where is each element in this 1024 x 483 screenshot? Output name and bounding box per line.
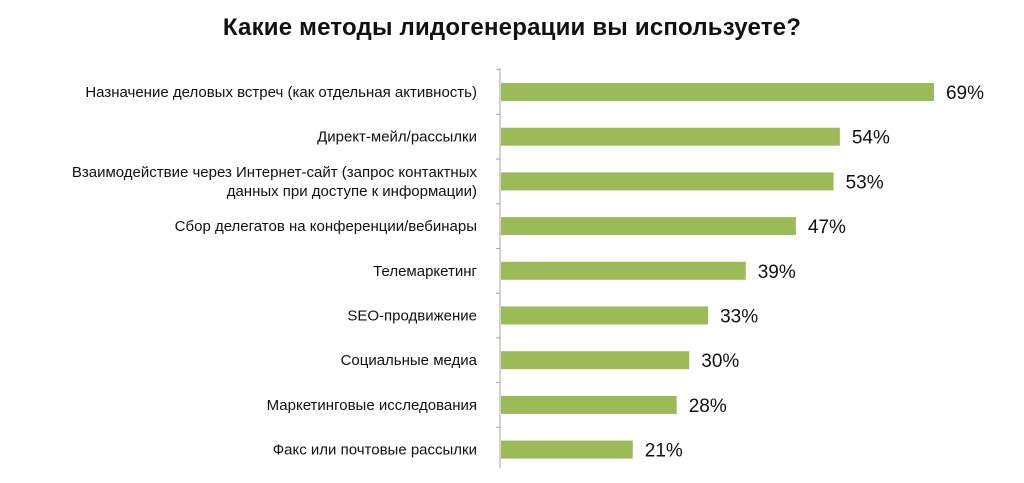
category-label-line: Телемаркетинг (373, 263, 477, 280)
category-label-line: Директ-мейл/рассылки (317, 129, 477, 146)
data-label: 21% (645, 441, 683, 462)
category-label-line: Сбор делегатов на конференции/вебинары (175, 218, 477, 235)
category-label: Социальные медиа (341, 352, 478, 369)
category-label-line: Маркетинговые исследования (267, 397, 477, 414)
bar (501, 172, 834, 191)
category-label: Сбор делегатов на конференции/вебинары (175, 218, 477, 235)
bar (501, 306, 709, 325)
data-label: 54% (852, 128, 890, 149)
category-label: Факс или почтовые рассылки (273, 442, 477, 459)
data-label: 30% (701, 351, 739, 372)
bar (501, 440, 633, 459)
category-label: Директ-мейл/рассылки (317, 129, 477, 146)
category-label-line: Факс или почтовые рассылки (273, 442, 477, 459)
category-label: Взаимодействие через Интернет-сайт (запр… (72, 164, 478, 200)
category-label-line: Взаимодействие через Интернет-сайт (запр… (72, 164, 478, 181)
category-label-line: Социальные медиа (341, 352, 478, 369)
data-label: 69% (946, 83, 984, 104)
category-label: Телемаркетинг (373, 263, 477, 280)
data-label: 39% (758, 262, 796, 283)
data-label: 53% (846, 172, 884, 193)
category-label-line: SEO-продвижение (347, 308, 477, 325)
data-label: 47% (808, 217, 846, 238)
data-label: 33% (720, 307, 758, 328)
category-label-line: данных при доступе к информации) (227, 183, 477, 200)
category-label: SEO-продвижение (347, 308, 477, 325)
category-label: Маркетинговые исследования (267, 397, 477, 414)
bar (501, 83, 934, 101)
category-label-line: Назначение деловых встреч (как отдельная… (85, 84, 477, 101)
bar (501, 217, 796, 236)
bar (501, 127, 840, 146)
data-label: 28% (689, 396, 727, 417)
bar (501, 261, 746, 280)
category-label: Назначение деловых встреч (как отдельная… (85, 84, 477, 101)
chart-title: Какие методы лидогенерации вы использует… (222, 14, 802, 41)
bar (501, 395, 677, 414)
bar (501, 351, 690, 370)
